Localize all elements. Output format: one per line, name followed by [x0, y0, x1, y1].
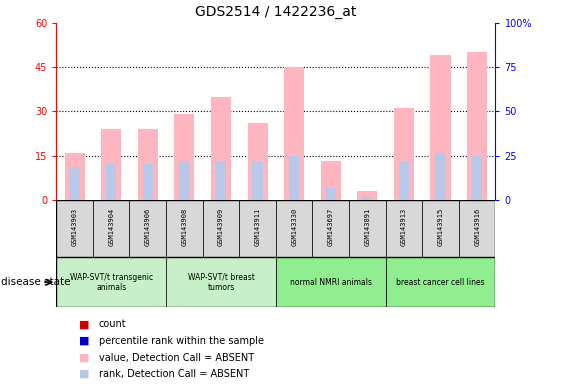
Text: WAP-SVT/t breast
tumors: WAP-SVT/t breast tumors: [187, 273, 254, 292]
Bar: [386, 200, 422, 257]
Bar: [216, 161, 226, 200]
Text: ■: ■: [79, 353, 90, 362]
Bar: [321, 161, 341, 200]
Text: GSM143909: GSM143909: [218, 208, 224, 247]
Bar: [312, 200, 349, 257]
Text: GSM143697: GSM143697: [328, 208, 334, 247]
Text: GSM143891: GSM143891: [364, 208, 370, 247]
Bar: [459, 200, 495, 257]
Bar: [56, 200, 93, 257]
Bar: [179, 161, 190, 200]
Text: GSM143916: GSM143916: [474, 208, 480, 247]
Text: GSM143915: GSM143915: [437, 208, 444, 247]
Bar: [248, 123, 267, 200]
Text: breast cancer cell lines: breast cancer cell lines: [396, 278, 485, 287]
Bar: [467, 53, 487, 200]
Bar: [276, 257, 386, 307]
Bar: [211, 97, 231, 200]
Text: GSM143903: GSM143903: [72, 208, 78, 247]
Text: GSM143913: GSM143913: [401, 208, 407, 247]
Bar: [65, 152, 84, 200]
Text: WAP-SVT/t transgenic
animals: WAP-SVT/t transgenic animals: [70, 273, 153, 292]
Bar: [56, 257, 166, 307]
Text: normal NMRI animals: normal NMRI animals: [290, 278, 372, 287]
Bar: [358, 191, 377, 200]
Text: GSM143904: GSM143904: [108, 208, 114, 247]
Text: disease state: disease state: [1, 277, 70, 287]
Bar: [362, 197, 373, 200]
Bar: [284, 67, 304, 200]
Bar: [386, 257, 495, 307]
Bar: [175, 114, 194, 200]
Bar: [276, 200, 312, 257]
Bar: [166, 257, 276, 307]
Text: ■: ■: [79, 369, 90, 379]
Text: ■: ■: [79, 319, 90, 329]
Bar: [69, 167, 80, 200]
Bar: [349, 200, 386, 257]
Text: percentile rank within the sample: percentile rank within the sample: [99, 336, 263, 346]
Title: GDS2514 / 1422236_at: GDS2514 / 1422236_at: [195, 5, 356, 19]
Bar: [106, 164, 117, 200]
Bar: [138, 129, 158, 200]
Bar: [101, 129, 121, 200]
Bar: [422, 200, 459, 257]
Bar: [129, 200, 166, 257]
Text: rank, Detection Call = ABSENT: rank, Detection Call = ABSENT: [99, 369, 249, 379]
Bar: [472, 156, 482, 200]
Bar: [252, 161, 263, 200]
Bar: [289, 156, 300, 200]
Bar: [203, 200, 239, 257]
Text: GSM143908: GSM143908: [181, 208, 187, 247]
Bar: [431, 55, 450, 200]
Text: GSM143911: GSM143911: [254, 208, 261, 247]
Text: ■: ■: [79, 336, 90, 346]
Bar: [435, 152, 446, 200]
Text: GSM143906: GSM143906: [145, 208, 151, 247]
Bar: [325, 188, 336, 200]
Bar: [166, 200, 203, 257]
Bar: [394, 108, 414, 200]
Text: GSM143330: GSM143330: [291, 208, 297, 247]
Bar: [239, 200, 276, 257]
Bar: [93, 200, 129, 257]
Bar: [399, 161, 409, 200]
Text: count: count: [99, 319, 126, 329]
Text: value, Detection Call = ABSENT: value, Detection Call = ABSENT: [99, 353, 254, 362]
Bar: [142, 164, 153, 200]
